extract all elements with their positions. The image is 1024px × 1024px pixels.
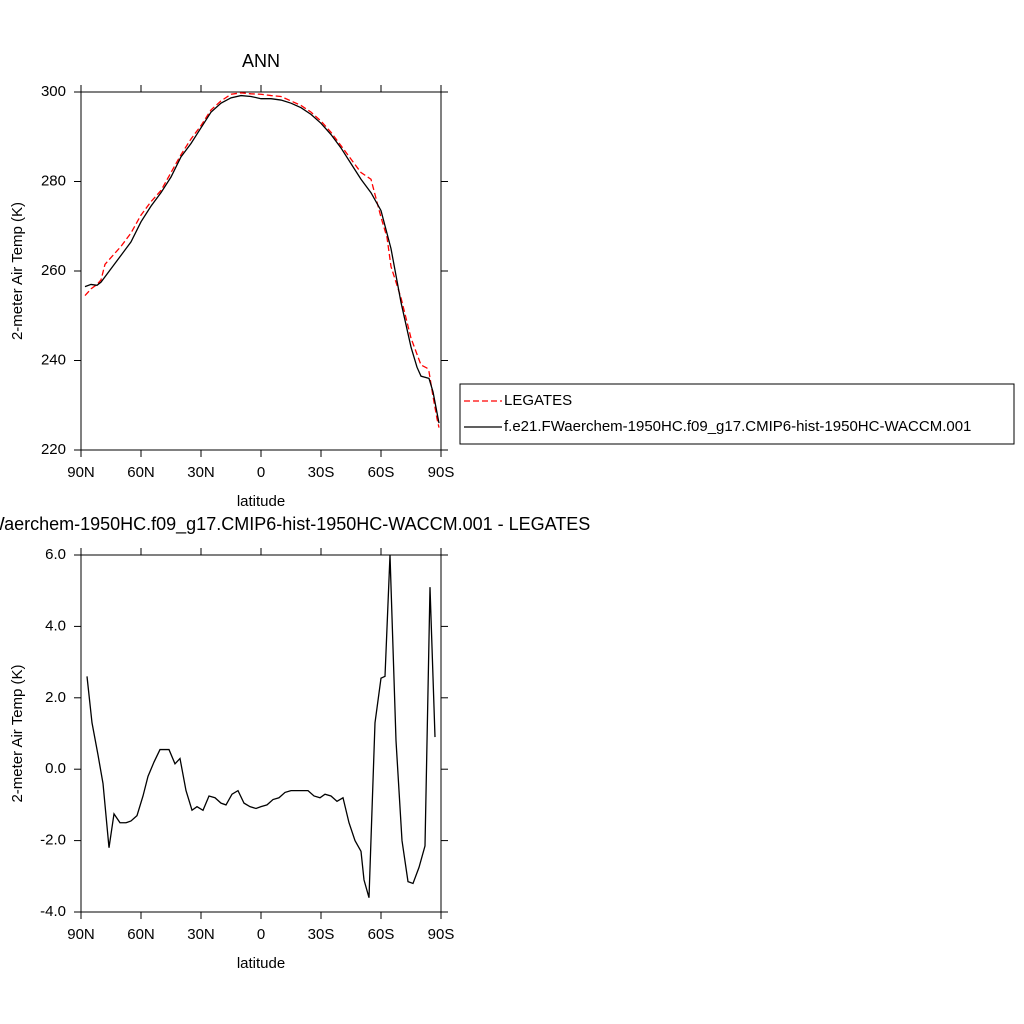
x-tick-label: 30N [187, 464, 215, 481]
y-tick-label: 280 [41, 172, 66, 189]
x-tick-label: 30S [308, 464, 335, 481]
y-tick-label: -2.0 [40, 832, 66, 849]
chart-title: ANN [242, 51, 280, 71]
legend-label: f.e21.FWaerchem-1950HC.f09_g17.CMIP6-his… [504, 418, 971, 435]
x-tick-label: 90S [428, 926, 455, 943]
y-axis-label: 2-meter Air Temp (K) [9, 202, 26, 340]
x-tick-label: 90N [67, 464, 95, 481]
plot-frame [80, 91, 442, 451]
x-tick-label: 90N [67, 926, 95, 943]
legend-box [459, 383, 1015, 445]
y-tick-label: 240 [41, 351, 66, 368]
x-axis-label: latitude [237, 493, 285, 510]
x-tick-label: 60S [368, 926, 395, 943]
plot-frame [80, 554, 442, 913]
x-tick-label: 60N [127, 464, 155, 481]
y-tick-label: 0.0 [45, 760, 66, 777]
y-axis-label: 2-meter Air Temp (K) [9, 664, 26, 802]
x-tick-label: 0 [257, 926, 265, 943]
y-tick-label: 4.0 [45, 617, 66, 634]
y-tick-label: 2.0 [45, 689, 66, 706]
y-tick-label: 220 [41, 441, 66, 458]
x-tick-label: 0 [257, 464, 265, 481]
x-axis-label: latitude [237, 955, 285, 972]
data-line [84, 92, 440, 428]
y-tick-label: 6.0 [45, 546, 66, 563]
x-tick-label: 60N [127, 926, 155, 943]
y-tick-label: 300 [41, 83, 66, 100]
x-tick-label: 90S [428, 464, 455, 481]
chart-title: f.e21.FWaerchem-1950HC.f09_g17.CMIP6-his… [0, 514, 590, 535]
legend-label: LEGATES [504, 392, 572, 409]
y-tick-label: -4.0 [40, 903, 66, 920]
x-tick-label: 30S [308, 926, 335, 943]
y-tick-label: 260 [41, 262, 66, 279]
data-line [84, 94, 440, 424]
x-tick-label: 60S [368, 464, 395, 481]
data-line [86, 554, 436, 898]
x-tick-label: 30N [187, 926, 215, 943]
